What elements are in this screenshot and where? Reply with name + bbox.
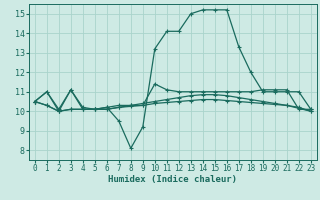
X-axis label: Humidex (Indice chaleur): Humidex (Indice chaleur) [108, 175, 237, 184]
